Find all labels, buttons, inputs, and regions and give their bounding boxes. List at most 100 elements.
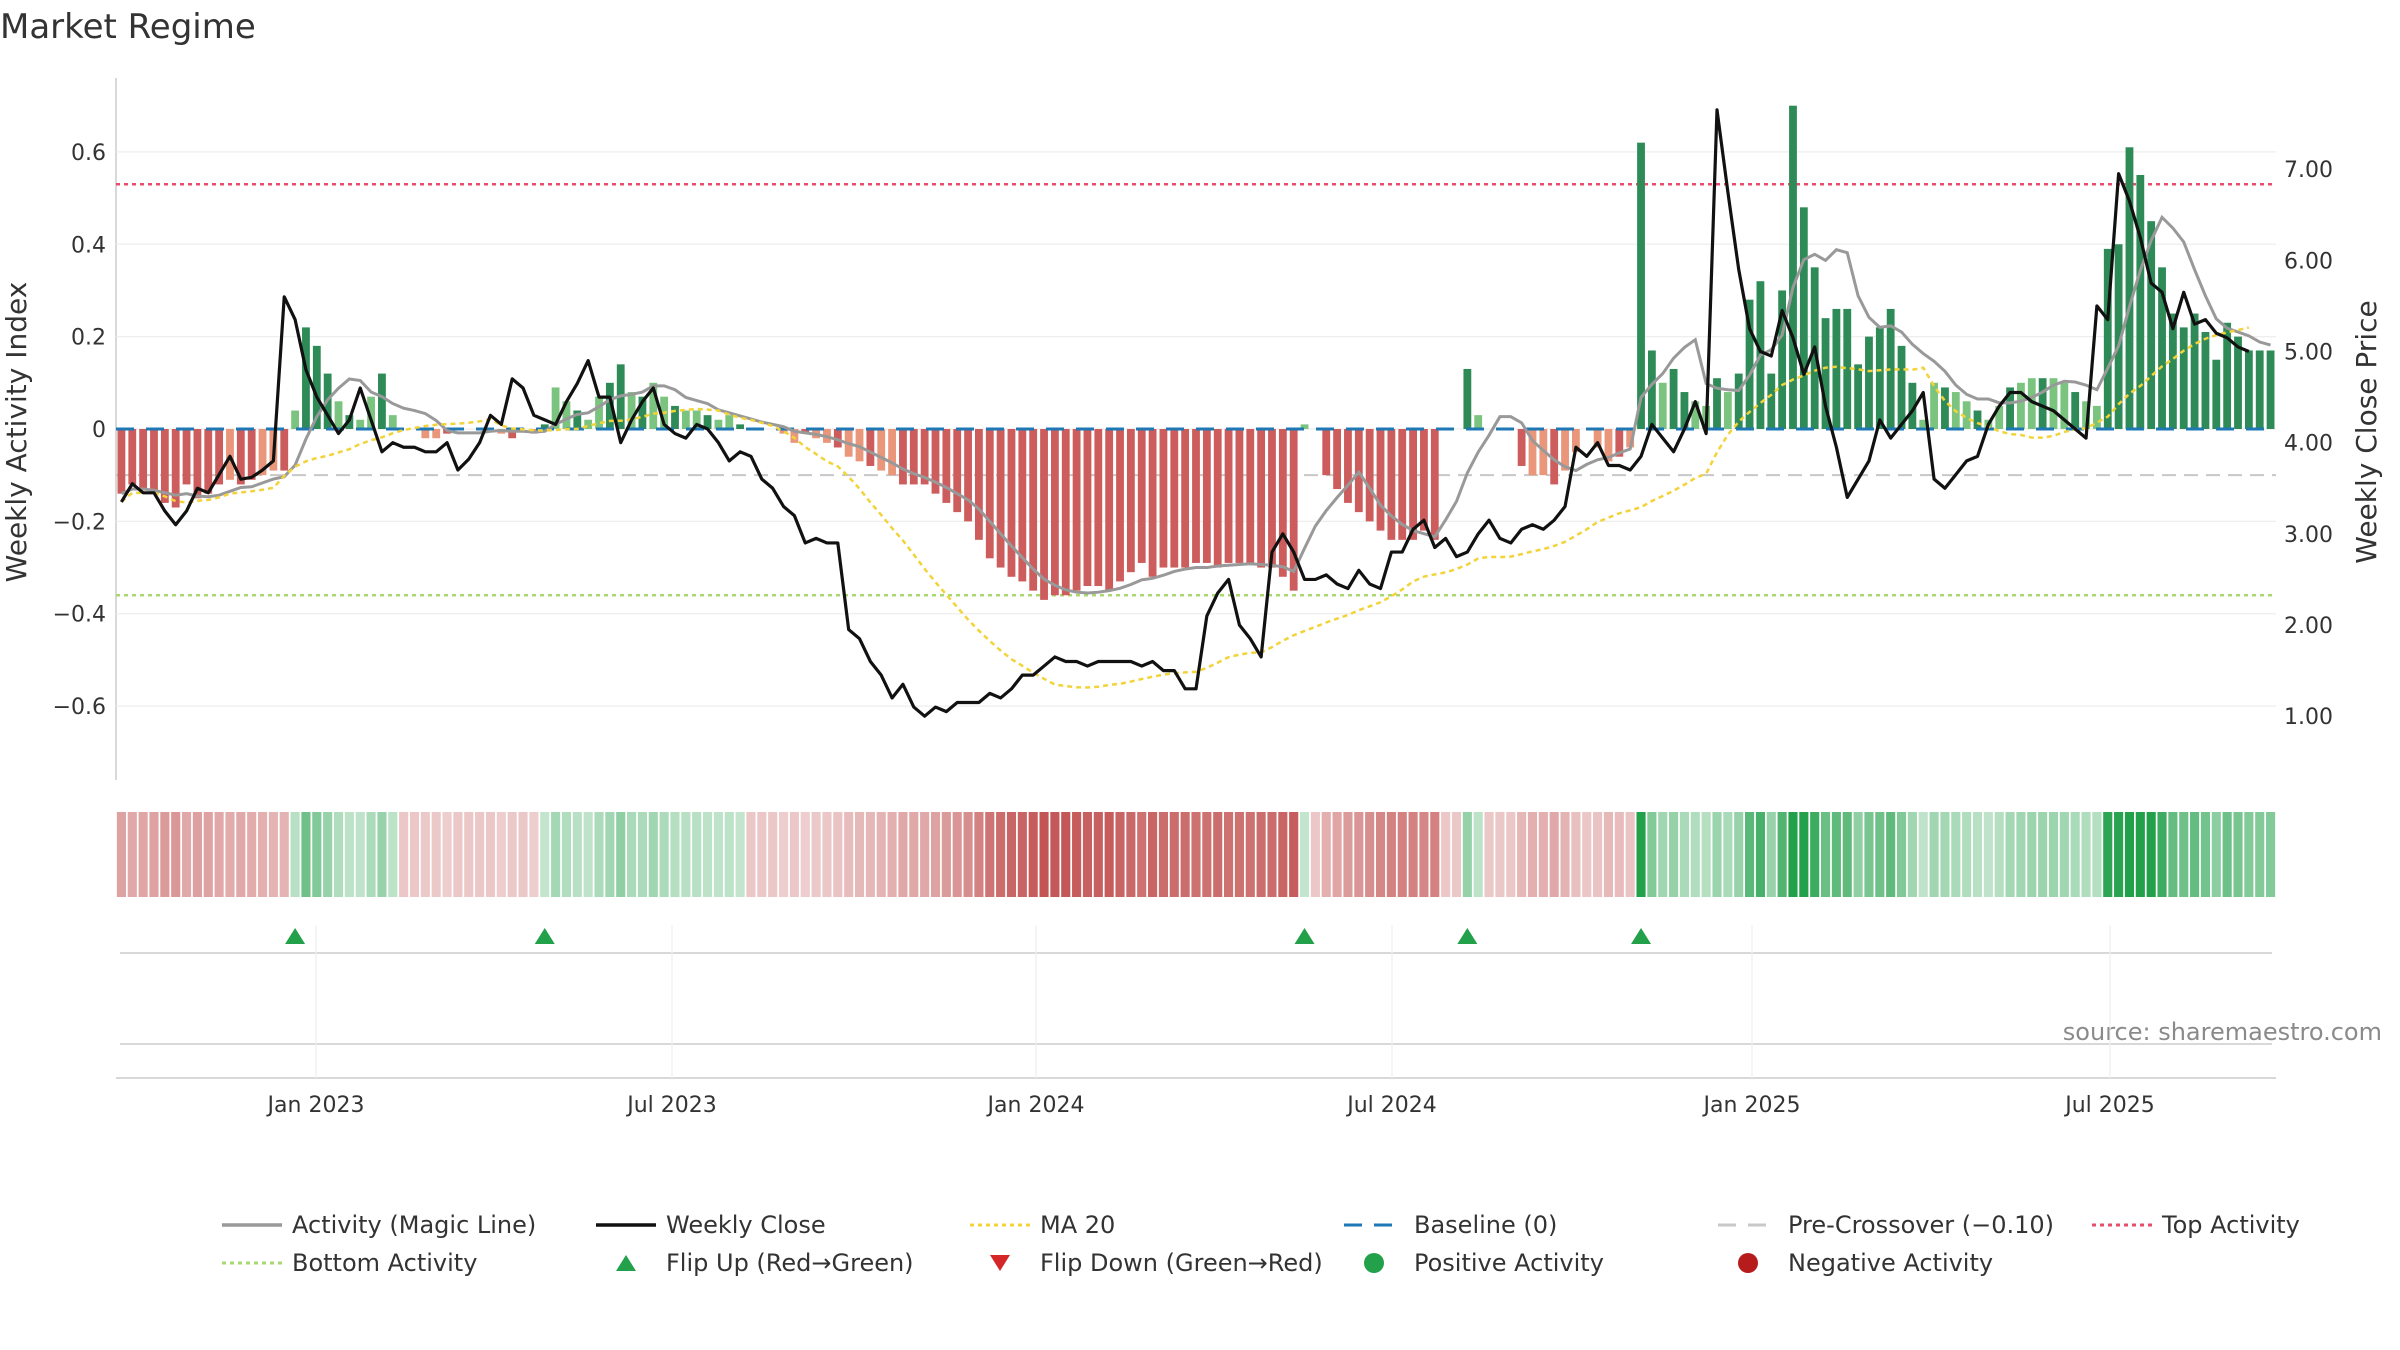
regime-strip-cell <box>1321 812 1331 897</box>
regime-strip-cell <box>116 812 126 897</box>
activity-bar <box>2266 350 2275 429</box>
activity-bar <box>2147 221 2156 429</box>
activity-bar <box>2255 350 2264 429</box>
activity-bar <box>1799 207 1808 429</box>
activity-bar <box>1029 429 1038 591</box>
activity-bar <box>1723 392 1732 429</box>
activity-bar <box>692 410 701 429</box>
activity-bar <box>1637 142 1645 429</box>
x-tick-label: Jan 2023 <box>266 1093 365 1118</box>
legend-label: Baseline (0) <box>1414 1211 1557 1239</box>
regime-strip-cell <box>1224 812 1234 897</box>
regime-strip-cell <box>268 812 278 897</box>
regime-strip-cell <box>1994 812 2004 897</box>
regime-strip-cell <box>1495 812 1505 897</box>
regime-strip-cell <box>518 812 528 897</box>
regime-strip-cell <box>171 812 181 897</box>
activity-bar <box>1843 308 1852 429</box>
x-tick-label: Jul 2025 <box>2063 1093 2155 1118</box>
regime-strip-cell <box>2233 812 2243 897</box>
regime-strip-cell <box>985 812 995 897</box>
regime-strip-cell <box>2027 812 2037 897</box>
activity-bar <box>302 327 310 429</box>
regime-strip-cell <box>1484 812 1494 897</box>
source-credit: source: sharemaestro.com <box>2063 1018 2382 1046</box>
activity-bar <box>215 429 224 485</box>
regime-strip-cell <box>724 812 734 897</box>
activity-bar <box>2179 327 2188 429</box>
activity-bar <box>1941 387 1949 429</box>
regime-strip-cell <box>1451 812 1462 897</box>
regime-strip-cell <box>627 812 637 897</box>
activity-bar <box>1669 368 1678 429</box>
regime-strip-cell <box>431 812 441 897</box>
activity-bar <box>1116 429 1124 582</box>
regime-strip-cell <box>247 812 257 897</box>
legend-item: MA 20 <box>970 1211 1115 1239</box>
regime-strip-cell <box>203 812 213 897</box>
regime-strip-cell <box>2266 812 2276 897</box>
activity-bar <box>1213 429 1222 568</box>
regime-strip-cell <box>475 812 485 897</box>
regime-strip-cell <box>2146 812 2156 897</box>
activity-bar <box>1018 429 1027 582</box>
regime-strip-cell <box>1560 812 1570 897</box>
regime-strip-cell <box>1441 812 1451 897</box>
activity-bar <box>258 429 267 476</box>
activity-bar <box>2006 387 2014 429</box>
regime-strip-cell <box>1723 812 1733 897</box>
regime-strip-cell <box>1245 812 1255 897</box>
activity-bar <box>1832 308 1841 429</box>
activity-bar <box>508 429 517 439</box>
regime-strip-cell <box>1180 812 1190 897</box>
regime-strip-cell <box>1310 812 1320 897</box>
regime-strip-cell <box>561 812 572 897</box>
regime-strip-cell <box>898 812 908 897</box>
regime-strip-cell <box>2222 812 2232 897</box>
activity-bar <box>1083 429 1092 587</box>
x-tick-label: Jan 2024 <box>986 1093 1085 1118</box>
regime-strip-cell <box>594 812 604 897</box>
regime-strip-cell <box>2048 812 2059 897</box>
regime-strip-cell <box>355 812 365 897</box>
regime-strip-cell <box>920 812 930 897</box>
activity-bar <box>1658 382 1667 429</box>
activity-bar <box>1767 373 1776 429</box>
regime-strip-cell <box>1766 812 1776 897</box>
activity-bar <box>2234 336 2242 429</box>
legend-label: Bottom Activity <box>292 1249 477 1277</box>
activity-bar <box>2114 244 2123 429</box>
x-tick-label: Jul 2023 <box>625 1093 717 1118</box>
activity-bar <box>280 429 289 471</box>
activity-bar <box>2082 401 2090 429</box>
activity-bar <box>1713 378 1721 429</box>
activity-bar <box>139 429 148 490</box>
regime-strip-cell <box>735 812 745 897</box>
regime-strip-cell <box>1831 812 1841 897</box>
regime-strip-cell <box>138 812 148 897</box>
regime-strip-cell <box>1669 812 1679 897</box>
regime-strip-cell <box>149 812 159 897</box>
regime-strip-cell <box>1354 812 1364 897</box>
activity-bar <box>627 392 636 429</box>
legend-item: Pre-Crossover (−0.10) <box>1718 1211 2054 1239</box>
activity-bar <box>1094 429 1103 587</box>
activity-bar <box>2190 313 2199 429</box>
legend-label: Top Activity <box>2161 1211 2300 1239</box>
activity-bar <box>2071 392 2080 429</box>
activity-bar <box>1159 429 1168 568</box>
regime-strip-cell <box>833 812 843 897</box>
legend-item: Bottom Activity <box>222 1249 477 1277</box>
activity-bar <box>1387 429 1396 540</box>
activity-bar <box>1126 429 1135 573</box>
regime-strip-cell <box>572 812 582 897</box>
activity-bar <box>1973 410 1982 429</box>
legend-swatch <box>1364 1253 1384 1273</box>
regime-strip-cell <box>1875 812 1885 897</box>
activity-bar <box>1789 105 1797 430</box>
activity-bar <box>877 429 886 471</box>
regime-strip-cell <box>1202 812 1212 897</box>
activity-bar <box>899 429 907 485</box>
weekly-close-line <box>120 108 2250 718</box>
